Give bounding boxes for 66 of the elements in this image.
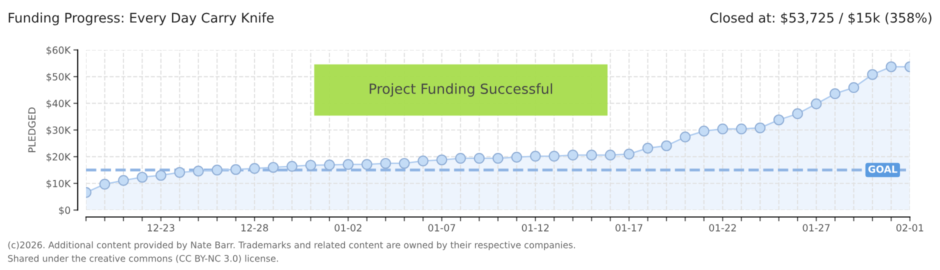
x-tick-label: 01-07 xyxy=(428,224,456,232)
point xyxy=(830,88,840,100)
point xyxy=(286,160,298,172)
y-tick-label: $40K xyxy=(46,100,71,108)
y-tick-label: $50K xyxy=(46,72,71,82)
point xyxy=(624,148,634,160)
point xyxy=(155,170,166,181)
text: (c)2026. Additional content provided by Nate Barr. Trademarks and related content are owned by their respective companies. xyxy=(8,241,575,250)
point xyxy=(230,164,242,175)
point xyxy=(586,150,598,161)
point xyxy=(192,166,204,177)
point xyxy=(848,82,860,93)
point xyxy=(511,152,522,163)
point xyxy=(380,158,392,169)
x-tick-label: 01-27 xyxy=(802,224,830,232)
point xyxy=(455,152,466,164)
point xyxy=(867,69,878,80)
point xyxy=(398,158,410,169)
text: Closed at: $53,725 / $15k (358%) xyxy=(710,12,932,24)
ref-line-label: GOAL xyxy=(868,166,898,173)
point xyxy=(324,160,335,170)
y-tick-label: $60K xyxy=(46,46,71,56)
point xyxy=(136,172,148,183)
point xyxy=(717,124,728,134)
x-tick-label: 01-17 xyxy=(616,224,642,232)
x-tick-label: 02-01 xyxy=(896,224,924,232)
x-tick-label: 12-23 xyxy=(148,224,174,232)
point xyxy=(249,163,260,174)
point xyxy=(792,108,803,120)
point xyxy=(548,150,560,162)
x-tick-label: 12-28 xyxy=(241,224,268,232)
point xyxy=(773,114,784,126)
point xyxy=(642,142,654,154)
point xyxy=(661,140,672,152)
y-tick-label: $30K xyxy=(46,126,71,136)
point xyxy=(567,150,578,161)
point xyxy=(268,162,279,173)
x-tick-label: 01-22 xyxy=(709,224,736,232)
point xyxy=(810,98,822,110)
text: Shared under the creative commons (CC BY-NC 3.0) license. xyxy=(8,254,278,263)
point xyxy=(886,61,897,72)
point xyxy=(474,152,485,164)
x-tick-label: 01-02 xyxy=(334,224,362,232)
y-tick-label: $20K xyxy=(46,152,71,162)
point xyxy=(118,175,129,186)
chart-title: Funding Progress: Every Day Carry Knife xyxy=(8,12,274,26)
point xyxy=(436,154,448,166)
y-tick-label: $0 xyxy=(59,206,70,216)
point xyxy=(492,152,504,164)
point xyxy=(305,160,316,171)
point xyxy=(698,126,710,136)
point xyxy=(530,150,541,162)
point xyxy=(736,124,747,134)
point xyxy=(604,150,616,161)
point xyxy=(212,164,222,176)
point xyxy=(361,159,372,170)
annotation: Project Funding Successful xyxy=(370,83,552,97)
x-tick-label: 01-12 xyxy=(522,224,549,232)
point xyxy=(680,132,691,142)
point xyxy=(174,167,186,178)
point xyxy=(754,122,766,134)
point xyxy=(342,159,354,170)
y-axis-title: PLEDGED xyxy=(28,108,36,152)
y-tick-label: $10K xyxy=(46,180,71,188)
point xyxy=(418,156,428,166)
point xyxy=(99,178,110,190)
